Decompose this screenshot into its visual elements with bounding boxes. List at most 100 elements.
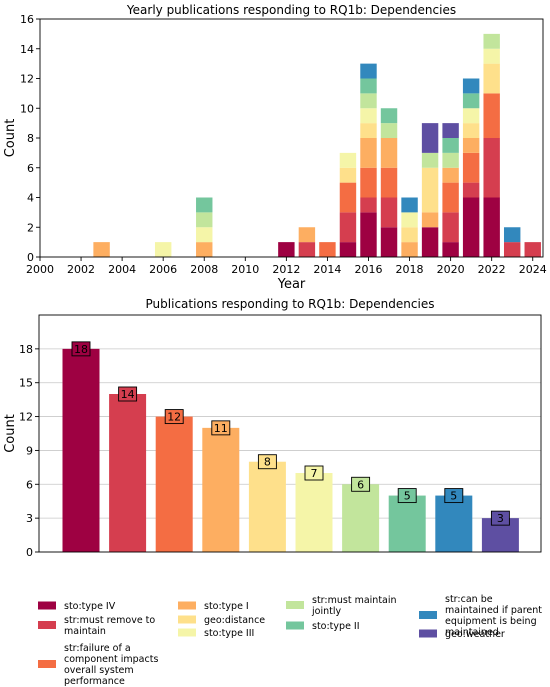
bar-segment	[462, 182, 480, 198]
bar-6	[342, 484, 380, 552]
bar-segment	[421, 212, 439, 228]
bar-segment	[380, 108, 398, 124]
bar-2	[155, 416, 193, 552]
plot-frame	[38, 314, 542, 553]
bar-segment	[401, 197, 418, 213]
bar-segment	[360, 197, 377, 213]
bar-segment	[442, 212, 459, 243]
legend-swatch	[419, 629, 437, 638]
bar-segment	[442, 152, 459, 168]
y-tick-label: 6	[26, 478, 33, 491]
x-tick-label: 2022	[478, 263, 506, 276]
legend-label: jointly	[311, 606, 341, 617]
x-tick-label: 2002	[67, 263, 95, 276]
bar-segment	[196, 197, 213, 213]
x-tick-label: 2014	[313, 263, 341, 276]
bar-segment	[360, 78, 377, 94]
bar-segment	[196, 242, 213, 257]
y-axis-label: Count	[3, 414, 18, 453]
bar-segment	[339, 242, 357, 257]
y-tick-label: 12	[19, 411, 33, 424]
bar-segment	[401, 212, 418, 228]
bar-segment	[503, 242, 521, 257]
bar-segment	[483, 93, 500, 138]
value-label: 7	[311, 467, 318, 480]
x-axis-label: Year	[277, 277, 306, 292]
bar-segment	[360, 212, 377, 257]
total-publications-chart: Publications responding to RQ1b: Depende…	[3, 297, 542, 559]
bar-segment	[421, 123, 439, 153]
value-label: 11	[214, 422, 228, 435]
legend-label: equipment is being	[445, 616, 537, 627]
bar-segment	[483, 63, 500, 94]
legend-swatch	[178, 601, 196, 610]
legend-swatch	[38, 621, 56, 629]
y-tick-label: 3	[26, 512, 33, 525]
bar-segment	[401, 227, 418, 243]
legend-label: sto:type I	[204, 601, 249, 612]
bar-segment	[93, 242, 110, 257]
bar-0	[62, 348, 100, 552]
bar-segment	[442, 242, 459, 257]
y-tick-label: 0	[27, 251, 34, 264]
bar-segment	[380, 197, 398, 228]
y-tick-label: 4	[27, 192, 34, 205]
bar-segment	[483, 33, 500, 49]
bar-segment	[319, 242, 336, 257]
bar-segment	[380, 123, 398, 138]
value-label-box	[257, 454, 277, 470]
legend-label: str:must remove to	[64, 615, 155, 626]
value-label-box	[351, 476, 371, 492]
bar-4	[248, 461, 286, 552]
x-tick-label: 2008	[190, 263, 218, 276]
bar-segment	[462, 138, 480, 153]
bar-segment	[380, 227, 398, 257]
bar-segment	[503, 227, 521, 243]
y-axis-label: Count	[3, 119, 18, 158]
bar-1	[109, 394, 147, 552]
bar-segment	[380, 138, 398, 168]
bar-segment	[462, 93, 480, 109]
bar-7	[388, 495, 426, 552]
bar-5	[295, 473, 333, 552]
bar-segment	[421, 152, 439, 168]
bar-segment	[339, 152, 357, 168]
chart-title: Publications responding to RQ1b: Depende…	[146, 297, 435, 311]
x-tick-label: 2018	[396, 263, 424, 276]
value-label-box	[71, 341, 91, 357]
value-label: 12	[167, 411, 181, 424]
bar-segment	[360, 123, 377, 138]
bar-segment	[360, 108, 377, 124]
x-tick-label: 2012	[272, 263, 300, 276]
value-label-box	[118, 386, 138, 402]
value-label-box	[490, 510, 510, 526]
bar-segment	[339, 212, 357, 243]
x-tick-label: 2006	[149, 263, 177, 276]
value-label-box	[211, 420, 231, 436]
bar-segment	[462, 108, 480, 124]
bar-segment	[462, 78, 480, 94]
legend-label: sto:type II	[312, 621, 360, 632]
bar-segment	[462, 152, 480, 183]
bar-segment	[421, 167, 439, 213]
value-label: 5	[404, 490, 411, 503]
legend-label: sto:type III	[204, 628, 254, 639]
value-label: 18	[74, 343, 88, 356]
bar-segment	[483, 197, 500, 257]
bar-segment	[483, 138, 500, 198]
bar-segment	[360, 138, 377, 168]
bar-segment	[360, 63, 377, 79]
y-tick-label: 15	[19, 377, 33, 390]
value-label: 8	[264, 456, 271, 469]
x-tick-label: 2010	[231, 263, 259, 276]
value-label-box	[397, 488, 417, 504]
value-label: 3	[497, 512, 504, 525]
bar-segment	[483, 48, 500, 64]
bar-segment	[339, 182, 357, 213]
bar-segment	[339, 167, 357, 183]
legend-swatch	[178, 628, 196, 637]
bar-segment	[278, 242, 295, 257]
bar-segment	[442, 138, 459, 153]
